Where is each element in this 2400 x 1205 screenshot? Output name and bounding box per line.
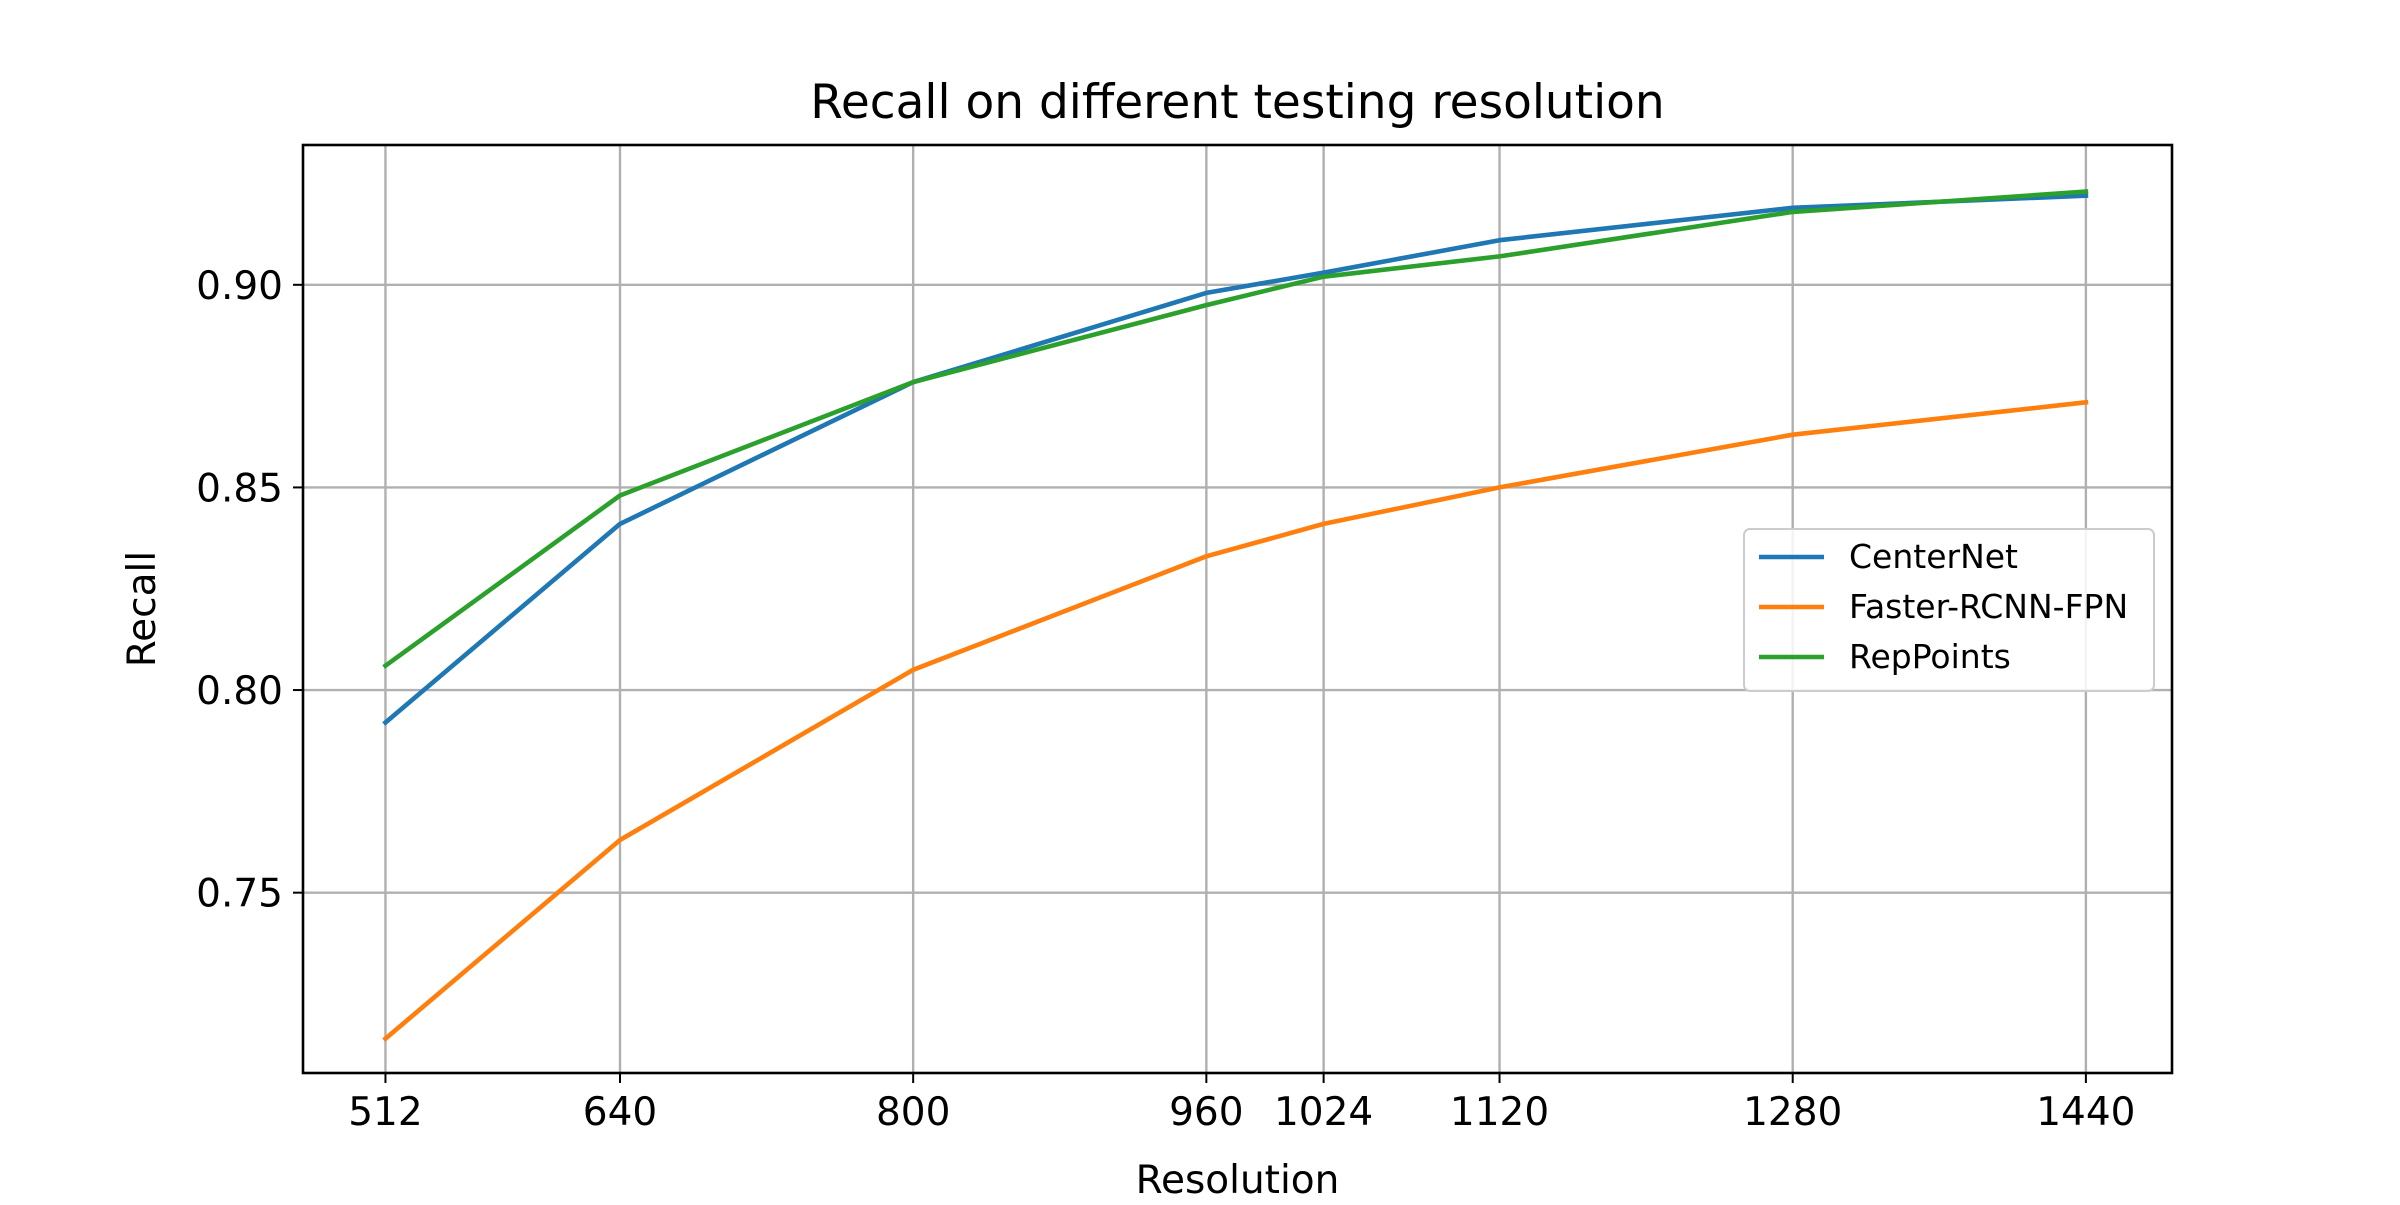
legend: CenterNet Faster-RCNN-FPN RepPoints xyxy=(1743,528,2155,692)
axis-ticks: 512 640 800 960 1024 1120 1280 1440 0.75 0.80 0.85… xyxy=(196,264,2135,1135)
y-tick-label: 0.85 xyxy=(196,466,283,511)
chart-title: Recall on different testing resolution xyxy=(810,75,1664,130)
x-tick-label: 960 xyxy=(1169,1090,1243,1135)
x-tick-label: 512 xyxy=(348,1090,422,1135)
x-axis-label: Resolution xyxy=(1136,1158,1340,1200)
series-line-0 xyxy=(382,193,2089,726)
y-tick-label: 0.75 xyxy=(196,872,283,917)
x-tick-label: 1440 xyxy=(2036,1090,2135,1135)
legend-label-1: Faster-RCNN-FPN xyxy=(1849,587,2128,626)
y-tick-label: 0.90 xyxy=(196,264,283,309)
series-lines xyxy=(382,189,2089,1042)
x-tick-label: 640 xyxy=(583,1090,657,1135)
y-axis-label: Recall xyxy=(120,551,165,667)
legend-label-0: CenterNet xyxy=(1849,537,2018,576)
y-tick-label: 0.80 xyxy=(196,669,283,714)
x-tick-label: 1120 xyxy=(1450,1090,1549,1135)
series-line-2 xyxy=(382,189,2089,669)
legend-box xyxy=(1743,528,2155,692)
plot-frame xyxy=(301,143,2174,1075)
series-line-1 xyxy=(382,399,2089,1042)
legend-label-2: RepPoints xyxy=(1849,637,2011,676)
x-tick-label: 800 xyxy=(876,1090,950,1135)
x-tick-label: 1280 xyxy=(1743,1090,1842,1135)
x-tick-label: 1024 xyxy=(1274,1090,1373,1135)
